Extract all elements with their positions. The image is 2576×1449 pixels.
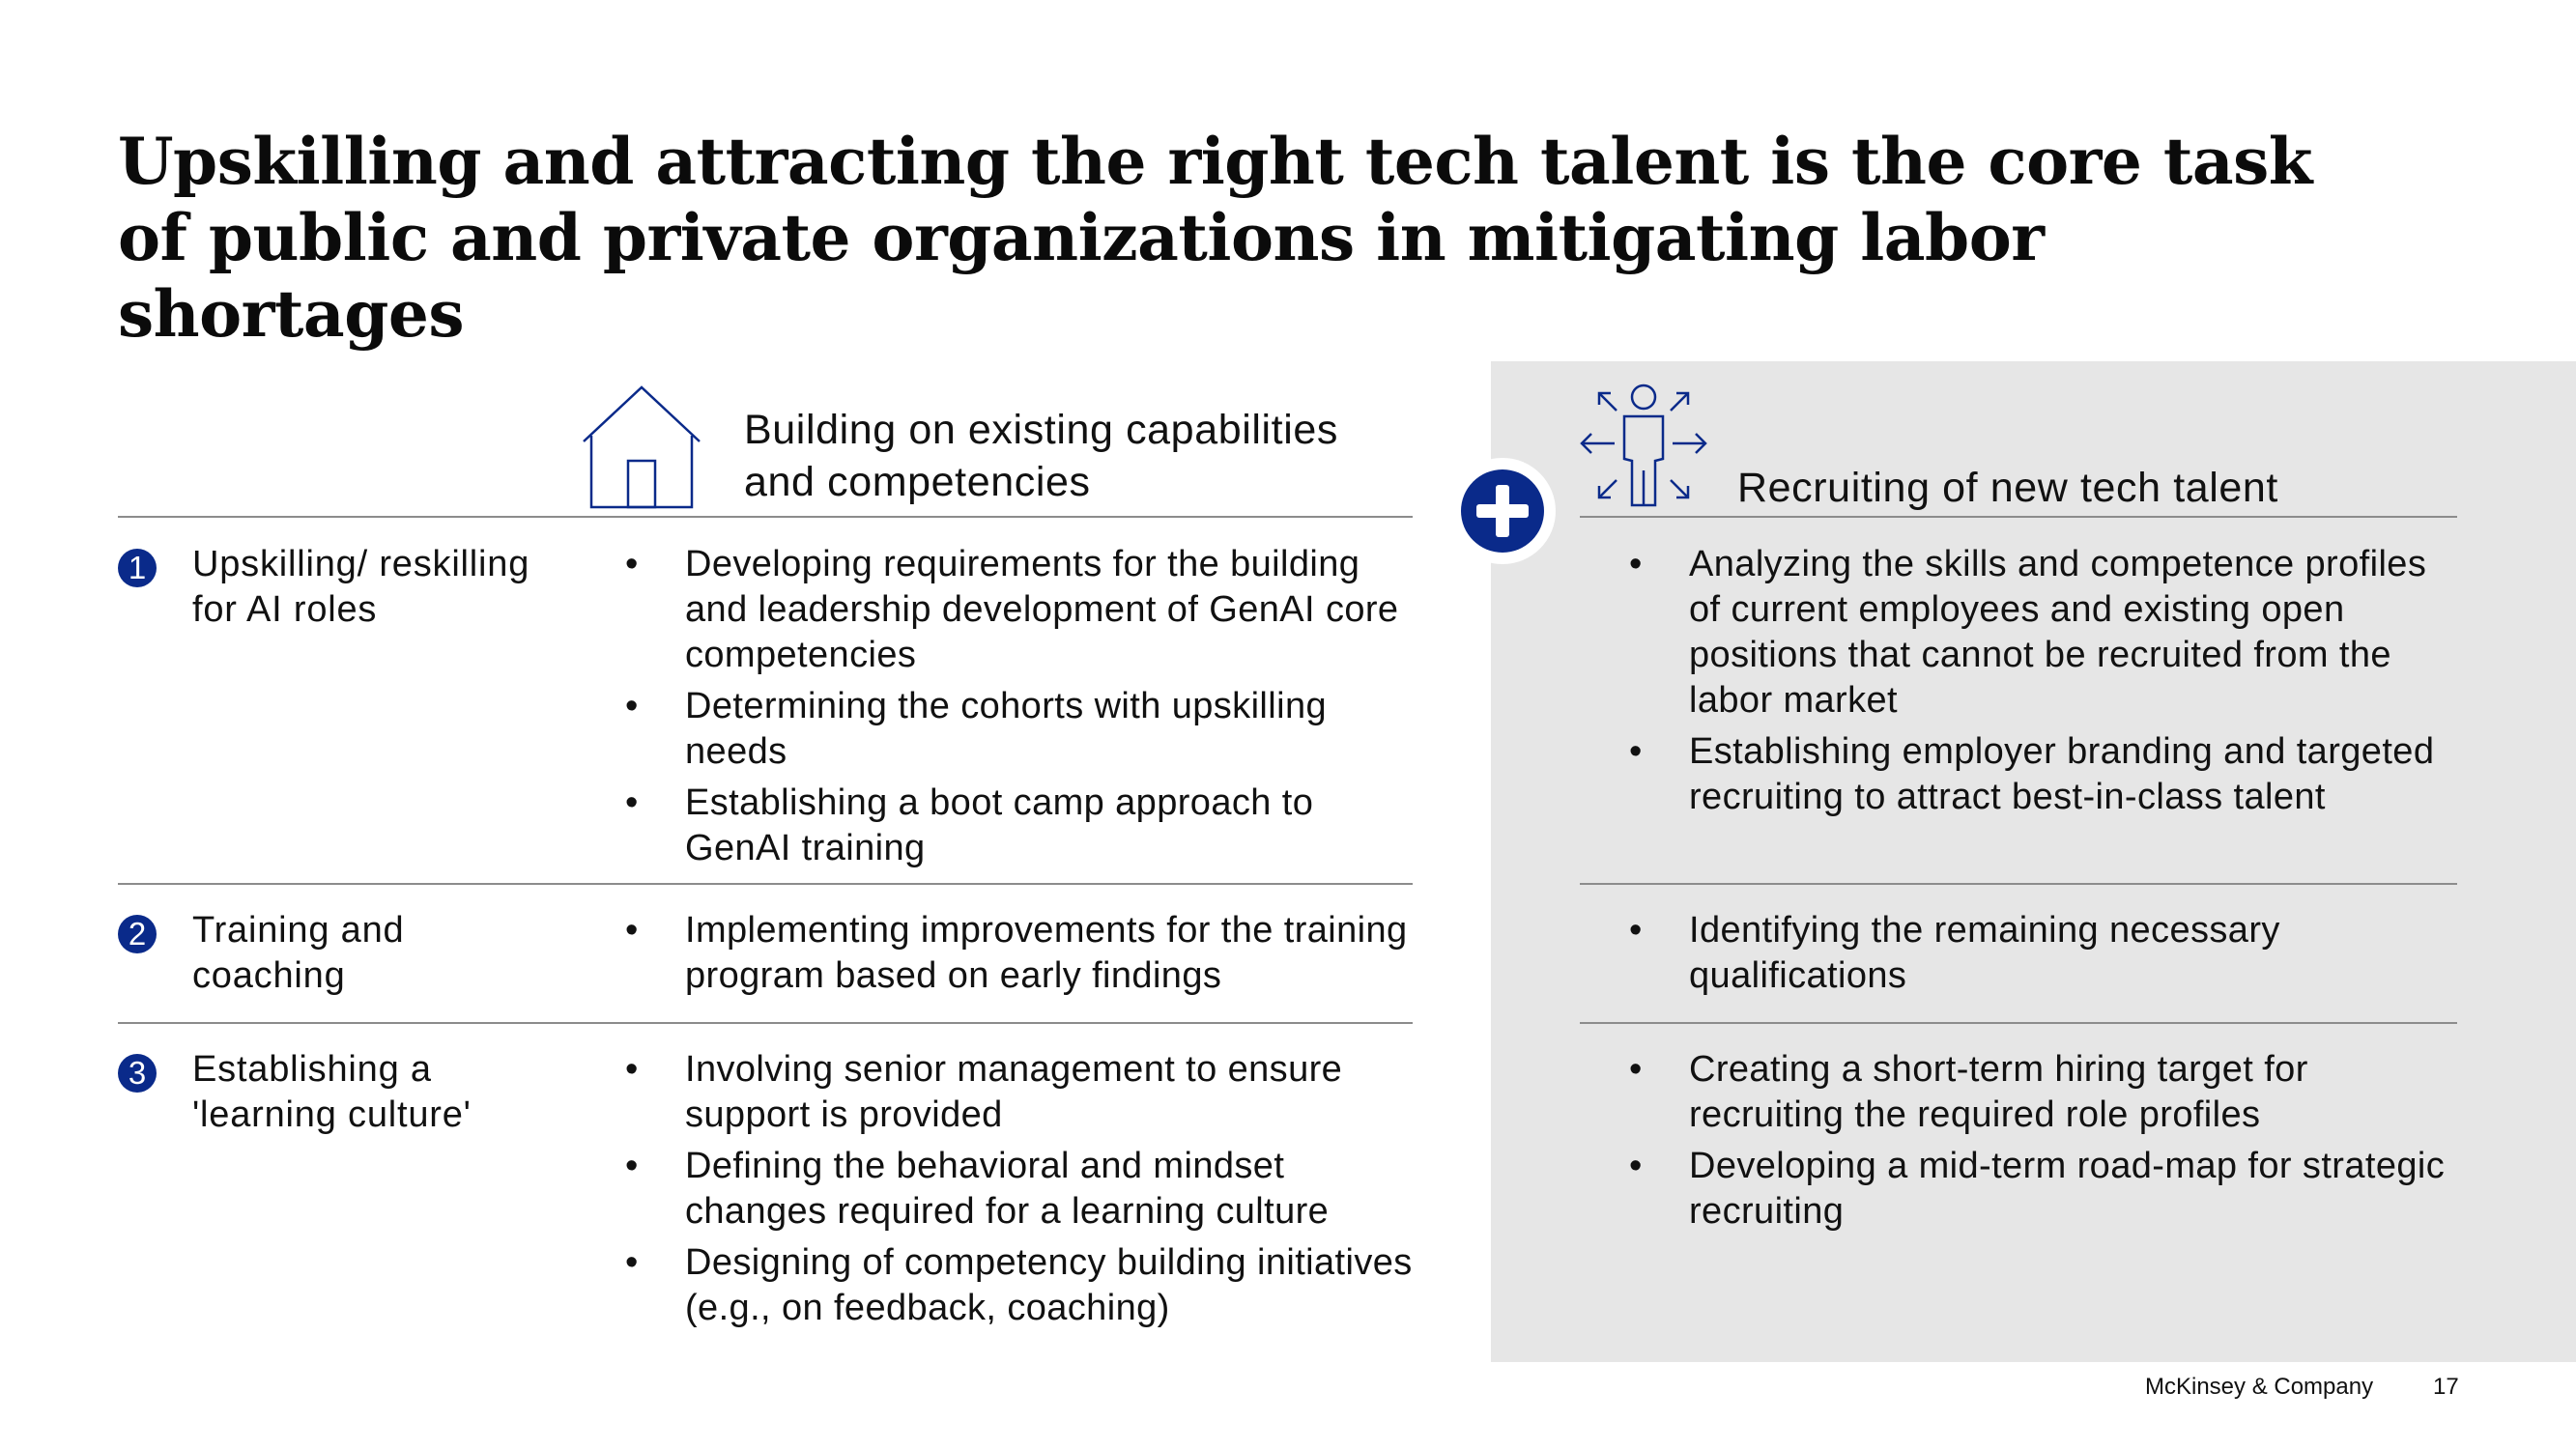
row-3-right-bullets: Creating a short-term hiring target for …: [1629, 1047, 2450, 1240]
bullet-item: Defining the behavioral and mindset chan…: [625, 1144, 1413, 1235]
left-column-heading: Building on existing capabilities and co…: [744, 407, 1338, 505]
bullet-item: Implementing improvements for the traini…: [625, 908, 1413, 999]
row-1-left-bullets: Developing requirements for the building…: [625, 542, 1413, 877]
row-1-right-divider: [1580, 883, 2457, 885]
row-2-right-divider: [1580, 1022, 2457, 1024]
right-header-rule: [1580, 516, 2457, 518]
row-2-label: Training and coaching: [192, 910, 405, 996]
page-title: Upskilling and attracting the right tech…: [118, 124, 2313, 352]
bullet-item: Involving senior management to ensure su…: [625, 1047, 1413, 1138]
left-header-rule: [118, 516, 1413, 518]
bullet-item: Analyzing the skills and competence prof…: [1629, 542, 2450, 724]
row-2-number-badge: 2: [118, 915, 157, 953]
plus-icon: [1461, 469, 1544, 553]
row-1-right-bullets: Analyzing the skills and competence prof…: [1629, 542, 2450, 826]
row-2-left-bullets: Implementing improvements for the traini…: [625, 908, 1413, 1005]
row-3-label: Establishing a 'learning culture': [192, 1049, 472, 1135]
row-1-number-badge: 1: [118, 549, 157, 587]
row-2-right-bullets: Identifying the remaining necessary qual…: [1629, 908, 2450, 1005]
bullet-item: Determining the cohorts with upskilling …: [625, 684, 1413, 775]
footer-brand: McKinsey & Company: [2145, 1374, 2374, 1400]
plus-connector: [1449, 458, 1556, 564]
bullet-item: Creating a short-term hiring target for …: [1629, 1047, 2450, 1138]
bullet-item: Developing a mid-term road-map for strat…: [1629, 1144, 2450, 1235]
row-1-left-divider: [118, 883, 1413, 885]
right-column-heading: Recruiting of new tech talent: [1737, 465, 2278, 511]
bullet-item: Developing requirements for the building…: [625, 542, 1413, 678]
row-2-left-divider: [118, 1022, 1413, 1024]
bullet-item: Establishing a boot camp approach to Gen…: [625, 781, 1413, 871]
bullet-item: Designing of competency building initiat…: [625, 1240, 1413, 1331]
page-number: 17: [2433, 1374, 2459, 1400]
house-icon: [583, 385, 701, 509]
row-1-label: Upskilling/ reskilling for AI roles: [192, 544, 530, 630]
row-3-number-badge: 3: [118, 1054, 157, 1093]
person-expand-icon: [1580, 384, 1707, 507]
bullet-item: Identifying the remaining necessary qual…: [1629, 908, 2450, 999]
bullet-item: Establishing employer branding and targe…: [1629, 729, 2450, 820]
row-3-left-bullets: Involving senior management to ensure su…: [625, 1047, 1413, 1337]
